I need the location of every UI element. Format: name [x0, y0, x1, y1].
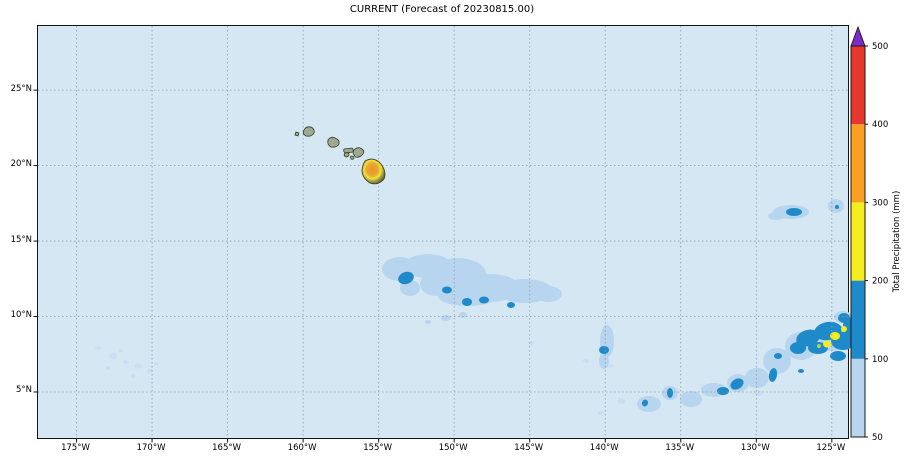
- precip-cell-light: [459, 312, 467, 318]
- precip-cell-mid: [786, 208, 802, 216]
- y-tick-label: 5°N: [15, 385, 32, 396]
- precip-cell-mid: [798, 369, 804, 373]
- precip-cell-mid: [479, 296, 489, 304]
- precip-cell-faint: [130, 374, 136, 378]
- colorbar-tick-label: 200: [872, 277, 888, 287]
- precip-cell-mid: [835, 205, 839, 209]
- colorbar: 50 100 200 300 400 500 Total Precipitation (mm…: [847, 24, 915, 454]
- precip-cell-faint: [109, 353, 117, 359]
- precip-cell-faint: [147, 369, 153, 373]
- island-molokai: [343, 147, 354, 154]
- island-kauai: [302, 126, 315, 137]
- precip-cell-mid: [796, 329, 820, 347]
- precip-cell-faint: [119, 349, 123, 353]
- colorbar-tick-label: 100: [872, 355, 888, 365]
- x-tick-label: 155°W: [363, 443, 393, 453]
- precip-cell-light: [599, 353, 609, 369]
- x-tick-label: 150°W: [438, 443, 468, 453]
- x-tick-label: 170°W: [136, 443, 166, 453]
- x-tick-label: 160°W: [287, 443, 317, 453]
- precip-cell-light: [425, 320, 431, 324]
- y-tick-label: 15°N: [10, 234, 32, 245]
- colorbar-segment: [851, 124, 865, 203]
- x-tick-label: 175°W: [61, 443, 90, 453]
- precip-cell-light: [637, 396, 661, 412]
- y-tick-label: 10°N: [10, 310, 32, 320]
- precip-cell-light: [768, 212, 784, 220]
- precip-cell-faint: [583, 359, 589, 363]
- precip-cell-mid: [398, 271, 414, 285]
- precip-cell-mid: [808, 342, 828, 354]
- x-tick-label: 165°W: [212, 443, 242, 453]
- precip-cell-green: [817, 344, 821, 348]
- precip-cell-mid: [774, 353, 782, 359]
- precip-cell-light: [534, 286, 562, 302]
- island-hawaii-big-island: [361, 158, 386, 185]
- colorbar-segment: [851, 46, 865, 125]
- x-tick-label: 125°W: [816, 443, 846, 453]
- colorbar-title: Total Precipitation (mm): [892, 191, 902, 294]
- precip-cell-mid: [838, 313, 850, 323]
- y-tick-label: 25°N: [10, 83, 32, 94]
- precip-cell-light: [763, 348, 791, 374]
- map-svg: [33, 26, 855, 443]
- colorbar-tick-label: 500: [872, 42, 888, 52]
- precip-cell-faint: [123, 360, 129, 364]
- precip-cell-yellow: [823, 340, 831, 348]
- x-tick-label: 135°W: [665, 443, 695, 453]
- chart-title: CURRENT (Forecast of 20230815.00): [349, 4, 535, 15]
- precip-cell-mid: [599, 346, 609, 354]
- colorbar-segment: [851, 202, 865, 281]
- precip-cell-mid: [442, 286, 452, 294]
- x-tick-label: 130°W: [740, 443, 770, 453]
- colorbar-svg: 50 100 200 300 400 500 Total Precipitation (mm…: [850, 25, 902, 443]
- precip-cell-faint: [754, 390, 762, 396]
- precip-cell-faint: [617, 398, 625, 404]
- precip-cell-mid: [790, 342, 806, 354]
- precip-cell-mid: [730, 378, 744, 390]
- colorbar-over-arrow: [850, 25, 866, 47]
- precip-cell-mid: [462, 298, 472, 306]
- precip-cell-mid: [717, 387, 729, 395]
- island-kahoolawe: [350, 155, 355, 160]
- precip-cell-light: [441, 315, 451, 321]
- precip-cell-mid: [641, 399, 649, 407]
- precip-cell-mid: [667, 388, 673, 398]
- precip-cell-yellow: [841, 326, 847, 332]
- precip-cell-mid: [768, 368, 778, 382]
- precip-cell-mid: [507, 302, 515, 308]
- precip-cell-mid: [830, 351, 846, 361]
- x-tick-label: 140°W: [589, 443, 619, 453]
- island-maui: [352, 147, 365, 158]
- island-oahu: [327, 136, 340, 148]
- precip-cell-yellow: [830, 332, 840, 340]
- island-niihau: [294, 131, 300, 137]
- colorbar-tick-label: 400: [872, 120, 888, 130]
- precip-cell-faint: [528, 341, 534, 345]
- precip-cell-faint: [95, 346, 101, 350]
- colorbar-tick-label: 50: [872, 433, 883, 443]
- precip-cell-faint: [154, 362, 158, 366]
- map-plot-area: [33, 25, 855, 443]
- precip-cell-light: [745, 368, 769, 388]
- precip-cell-faint: [106, 366, 110, 370]
- island-lanai: [343, 152, 350, 158]
- precip-cell-faint: [134, 363, 142, 369]
- colorbar-tick-label: 300: [872, 198, 888, 208]
- x-tick-label: 145°W: [514, 443, 544, 453]
- colorbar-segment: [851, 358, 865, 437]
- y-tick-label: 20°N: [10, 159, 32, 170]
- colorbar-segment: [851, 280, 865, 359]
- precip-cell-faint: [598, 411, 604, 415]
- precip-cell-light: [680, 391, 702, 407]
- precip-cell-faint: [608, 364, 614, 368]
